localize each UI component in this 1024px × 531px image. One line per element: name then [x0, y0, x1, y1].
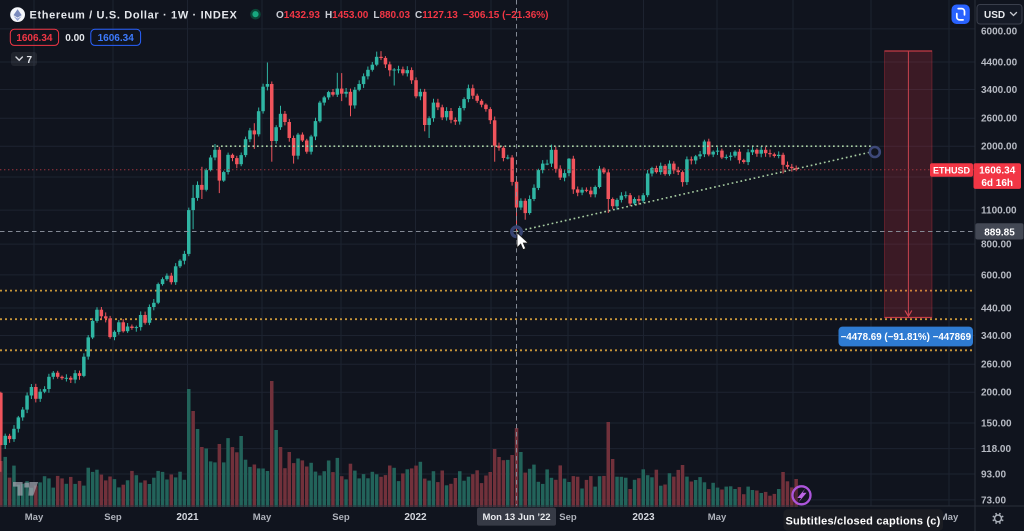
svg-text:May: May	[253, 512, 272, 523]
svg-text:0.00: 0.00	[65, 33, 85, 44]
svg-text:118.00: 118.00	[981, 444, 1011, 455]
svg-text:1606.34: 1606.34	[16, 33, 53, 44]
svg-text:ETHUSD: ETHUSD	[933, 165, 971, 175]
svg-text:O1432.93 H1453.00 L880.03 C112: O1432.93 H1453.00 L880.03 C1127.13 −306.…	[276, 10, 549, 21]
svg-text:Ethereum / U.S. Dollar · 1W ·: Ethereum / U.S. Dollar · 1W · INDEX	[30, 9, 238, 21]
svg-text:73.00: 73.00	[981, 495, 1006, 506]
svg-text:−4478.69 (−91.81%) −447869: −4478.69 (−91.81%) −447869	[841, 332, 972, 343]
svg-text:260.00: 260.00	[981, 360, 1012, 371]
svg-text:889.85: 889.85	[984, 227, 1015, 238]
svg-text:Sep: Sep	[332, 512, 350, 523]
svg-text:Sep: Sep	[104, 512, 122, 523]
svg-text:4400.00: 4400.00	[981, 58, 1018, 69]
svg-text:2000.00: 2000.00	[981, 142, 1018, 153]
svg-text:800.00: 800.00	[981, 240, 1012, 251]
svg-text:2023: 2023	[632, 512, 655, 523]
svg-text:3400.00: 3400.00	[981, 85, 1018, 96]
svg-text:2022: 2022	[404, 512, 427, 523]
svg-text:93.00: 93.00	[981, 470, 1006, 481]
svg-text:1606.34: 1606.34	[979, 166, 1016, 177]
svg-text:May: May	[25, 512, 44, 523]
svg-text:May: May	[940, 512, 959, 523]
svg-text:2021: 2021	[176, 512, 199, 523]
svg-text:150.00: 150.00	[981, 419, 1012, 430]
svg-text:2600.00: 2600.00	[981, 114, 1018, 125]
svg-text:1606.34: 1606.34	[98, 33, 135, 44]
svg-text:6d 16h: 6d 16h	[981, 178, 1013, 189]
svg-text:1100.00: 1100.00	[981, 206, 1017, 217]
svg-text:USD: USD	[984, 10, 1005, 21]
svg-text:Sep: Sep	[559, 512, 577, 523]
svg-text:6000.00: 6000.00	[981, 27, 1018, 38]
svg-text:600.00: 600.00	[981, 270, 1012, 281]
svg-text:Mon 13 Jun ’22: Mon 13 Jun ’22	[482, 512, 550, 523]
svg-text:340.00: 340.00	[981, 331, 1012, 342]
svg-text:440.00: 440.00	[981, 304, 1012, 315]
svg-text:7: 7	[27, 55, 33, 66]
svg-text:May: May	[708, 512, 727, 523]
svg-text:Subtitles/closed captions (c): Subtitles/closed captions (c)	[786, 515, 941, 527]
svg-text:200.00: 200.00	[981, 388, 1012, 399]
